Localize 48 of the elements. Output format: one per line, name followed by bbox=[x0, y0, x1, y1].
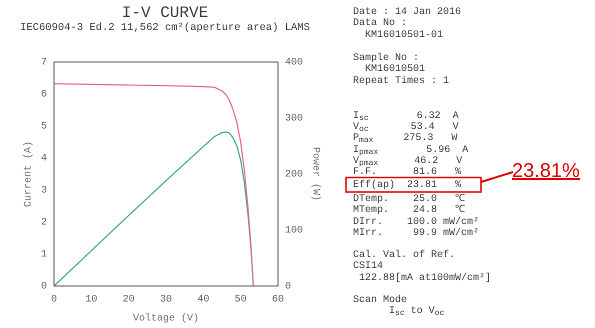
text: V$_{pmax}$ 46.2 V bbox=[353, 156, 462, 168]
y-tick-label: 3 bbox=[40, 186, 47, 197]
text: I$_{sc}$ to V$_{oc}$ bbox=[388, 306, 444, 318]
x-tick-label: 40 bbox=[197, 294, 210, 306]
text: F.F. 81.6 % bbox=[353, 167, 462, 178]
text: I$_{sc}$ 6.32 A bbox=[353, 110, 459, 123]
x-tick-label: 30 bbox=[160, 294, 172, 306]
text: 23.81% bbox=[512, 160, 580, 183]
text: KM16010501 bbox=[364, 64, 426, 76]
text: Scan Mode bbox=[353, 295, 408, 306]
text: I$_{pmax}$ 5.96 A bbox=[353, 144, 468, 157]
y2-tick-label: 0 bbox=[284, 282, 292, 293]
text: DIrr. 100.0 mW/cm² bbox=[353, 216, 480, 228]
text: Eff(ap) 23.81 % bbox=[353, 180, 462, 191]
y2-tick-label: 300 bbox=[284, 114, 304, 125]
y-tick-label: 7 bbox=[40, 58, 47, 69]
text: P$_{max}$ 275.3 W bbox=[353, 133, 458, 146]
text: Repeat Times : 1 bbox=[353, 76, 450, 86]
text: MIrr. 99.9 mW/cm² bbox=[353, 228, 480, 239]
text: 122.88[mA at100mW/cm²] bbox=[358, 272, 492, 284]
text: Cal. Val. of Ref. bbox=[353, 250, 456, 262]
y2-tick-label: 200 bbox=[284, 170, 304, 181]
text: V$_{oc}$ 53.4 V bbox=[353, 122, 459, 134]
chart-title: I-V CURVE bbox=[120, 4, 210, 22]
text: DTemp. 25.0 ℃ bbox=[353, 194, 466, 205]
y-tick-label: 1 bbox=[40, 250, 47, 261]
text: Sample No : bbox=[353, 52, 420, 64]
y-tick-label: 5 bbox=[40, 122, 47, 133]
y2-tick-label: 100 bbox=[284, 226, 304, 237]
chart-subtitle: IEC60904-3 Ed.2 11,562 cm²(aperture area) LAMS bbox=[19, 22, 311, 34]
x-tick-label: 20 bbox=[122, 294, 135, 306]
x-axis-title: Voltage (V) bbox=[132, 312, 200, 325]
x-tick-label: 0 bbox=[50, 294, 58, 306]
y-tick-label: 0 bbox=[40, 282, 47, 293]
y2-axis-title: Power (W) bbox=[309, 146, 322, 202]
y2-tick-label: 400 bbox=[284, 58, 304, 69]
text: CSI14 bbox=[353, 261, 384, 272]
x-tick-label: 60 bbox=[272, 294, 284, 306]
y-axis-title: Current (A) bbox=[22, 140, 35, 208]
y-tick-label: 6 bbox=[40, 90, 47, 101]
text: Data No : bbox=[353, 18, 408, 30]
y-tick-label: 2 bbox=[40, 218, 47, 229]
x-tick-label: 10 bbox=[85, 294, 98, 306]
x-tick-label: 50 bbox=[234, 294, 247, 306]
text: MTemp. 24.8 ℃ bbox=[353, 205, 466, 216]
text: Date : 14 Jan 2016 bbox=[353, 7, 462, 18]
y-tick-label: 4 bbox=[40, 154, 47, 165]
text: KM16010501-01 bbox=[364, 30, 444, 41]
